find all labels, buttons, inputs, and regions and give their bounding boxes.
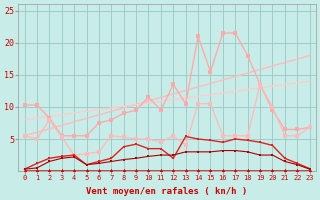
X-axis label: Vent moyen/en rafales ( kn/h ): Vent moyen/en rafales ( kn/h ): [86, 187, 248, 196]
